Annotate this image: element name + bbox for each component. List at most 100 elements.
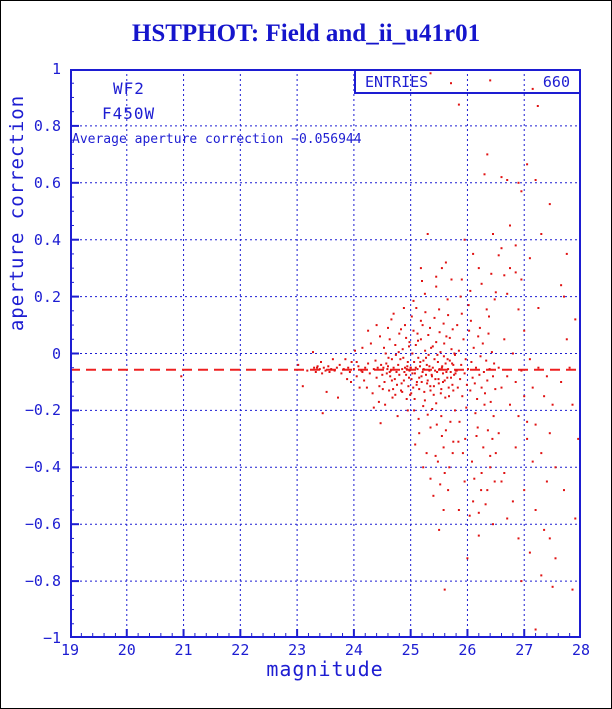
- data-point: [440, 267, 443, 270]
- data-point: [439, 351, 442, 354]
- data-point: [354, 349, 356, 352]
- data-point: [429, 477, 432, 480]
- data-point: [405, 368, 408, 371]
- data-point: [407, 385, 410, 388]
- data-point: [347, 366, 350, 369]
- data-point: [436, 353, 439, 356]
- data-point: [346, 378, 349, 381]
- data-point: [453, 373, 456, 376]
- data-point: [463, 480, 466, 483]
- data-point: [442, 322, 445, 325]
- data-point: [350, 381, 352, 383]
- data-point: [489, 466, 492, 469]
- data-point: [452, 389, 455, 392]
- data-point: [526, 163, 529, 166]
- data-point: [401, 348, 404, 351]
- filter-label: F450W: [102, 104, 156, 123]
- data-point: [460, 312, 463, 315]
- data-point: [399, 358, 402, 361]
- data-point: [457, 509, 460, 511]
- x-tick-label: 24: [344, 641, 363, 659]
- data-point: [448, 395, 450, 398]
- data-point: [393, 378, 396, 381]
- data-point: [337, 396, 339, 399]
- data-point: [486, 379, 489, 382]
- data-point: [434, 378, 437, 381]
- data-point: [405, 336, 408, 339]
- data-point: [368, 372, 371, 375]
- data-point: [335, 366, 338, 369]
- data-point: [480, 489, 483, 492]
- data-point: [424, 311, 427, 314]
- data-point: [427, 334, 430, 336]
- data-point: [468, 514, 471, 517]
- data-point: [379, 422, 382, 425]
- data-point: [355, 375, 358, 378]
- data-point: [430, 346, 433, 349]
- data-point: [416, 332, 419, 335]
- data-point: [404, 366, 406, 369]
- data-point: [397, 351, 400, 354]
- data-point: [372, 406, 375, 409]
- data-point: [443, 588, 446, 591]
- data-point: [466, 557, 469, 560]
- data-point: [367, 329, 370, 332]
- data-point: [314, 371, 317, 373]
- data-point: [447, 368, 450, 371]
- data-point: [493, 298, 496, 301]
- data-point: [421, 371, 424, 373]
- data-point: [419, 361, 422, 363]
- data-point: [475, 435, 478, 437]
- data-point: [372, 368, 375, 371]
- data-point: [503, 472, 506, 474]
- data-point: [477, 511, 480, 514]
- data-point: [528, 551, 531, 554]
- data-point: [472, 500, 475, 503]
- data-point: [450, 376, 452, 379]
- data-point: [383, 381, 386, 383]
- data-point: [438, 308, 441, 311]
- data-point: [363, 379, 366, 382]
- data-point: [482, 446, 485, 449]
- data-point: [398, 332, 401, 335]
- data-point: [464, 437, 467, 440]
- x-axis-label: magnitude: [266, 657, 384, 681]
- data-point: [388, 338, 391, 341]
- data-point: [422, 359, 425, 362]
- entries-value: 660: [542, 72, 570, 91]
- data-point: [400, 389, 402, 392]
- data-point: [451, 328, 454, 331]
- data-point: [406, 361, 409, 363]
- data-point: [438, 528, 441, 531]
- data-point: [430, 373, 433, 376]
- data-point: [375, 324, 378, 327]
- data-point: [457, 349, 460, 352]
- data-point: [419, 319, 422, 322]
- data-point: [180, 375, 183, 378]
- data-point: [449, 371, 452, 373]
- data-point: [490, 351, 493, 354]
- data-point: [540, 233, 543, 235]
- data-point: [413, 409, 416, 412]
- data-point: [380, 363, 383, 366]
- data-point: [442, 372, 444, 375]
- data-point: [376, 366, 379, 369]
- data-point: [398, 373, 401, 376]
- data-point: [426, 379, 429, 382]
- data-point: [514, 244, 517, 247]
- data-point: [374, 359, 377, 362]
- data-point: [318, 368, 321, 371]
- data-point: [451, 383, 454, 386]
- data-point: [514, 446, 517, 449]
- data-point: [497, 254, 500, 257]
- data-point: [474, 412, 477, 415]
- data-point: [506, 517, 509, 520]
- data-point: [460, 278, 463, 281]
- data-point: [436, 361, 439, 363]
- data-point: [554, 466, 557, 469]
- data-point: [467, 304, 470, 307]
- data-point: [408, 376, 410, 379]
- data-point: [487, 332, 490, 335]
- data-point: [531, 460, 534, 463]
